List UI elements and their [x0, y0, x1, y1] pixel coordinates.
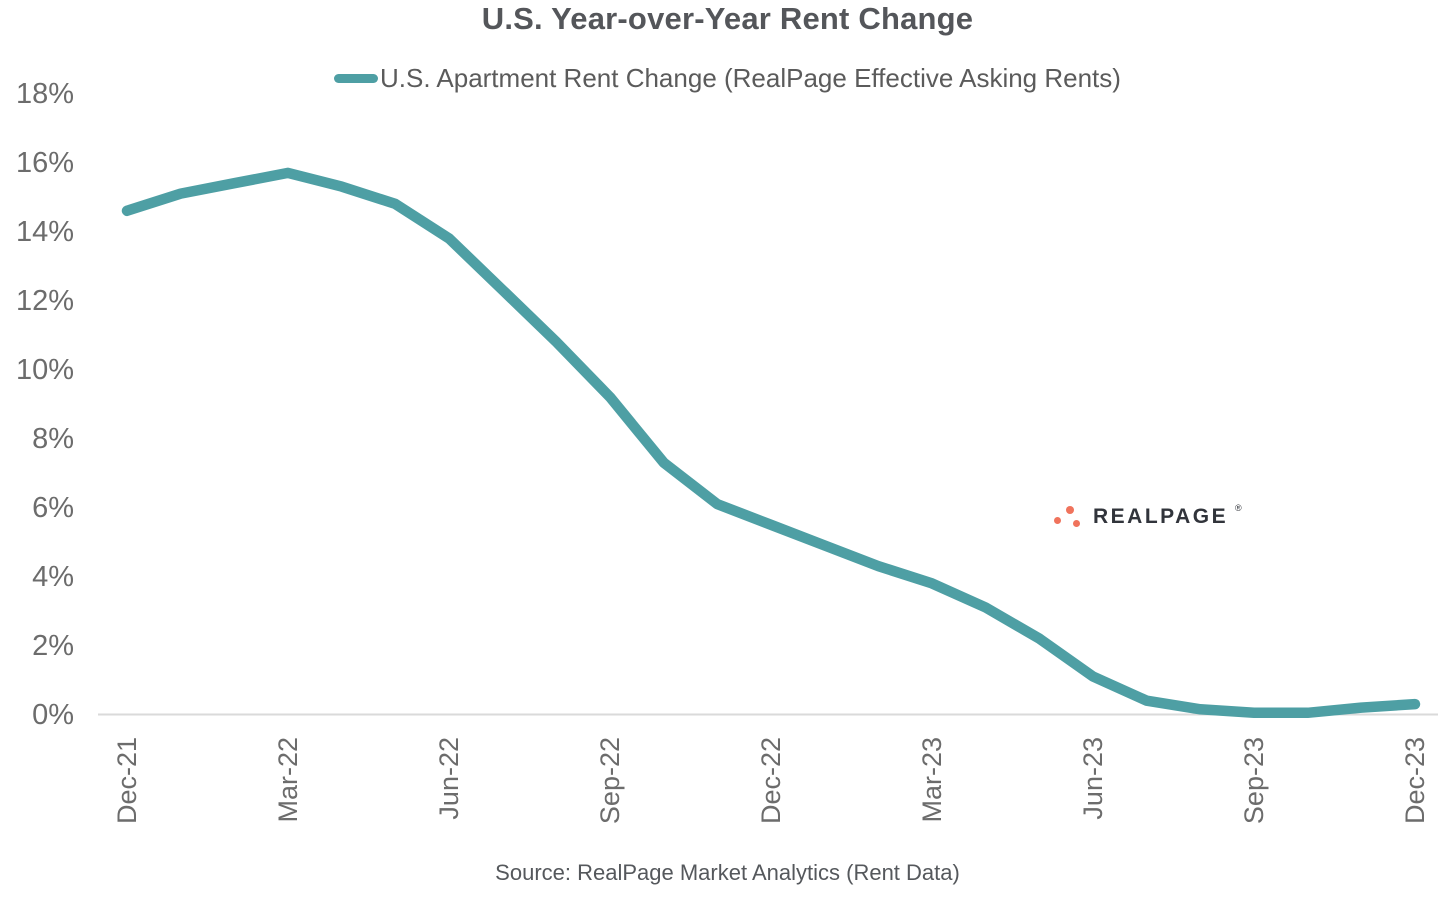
- y-tick-label: 14%: [15, 215, 74, 248]
- logo-dot-icon: [1066, 506, 1074, 514]
- x-tick-label: Mar-22: [273, 737, 303, 823]
- legend: U.S. Apartment Rent Change (RealPage Eff…: [0, 60, 1455, 96]
- x-tick-label: Dec-23: [1400, 737, 1430, 825]
- y-tick-label: 0%: [32, 698, 74, 731]
- legend-label: U.S. Apartment Rent Change (RealPage Eff…: [380, 63, 1121, 93]
- x-tick-label: Sep-22: [595, 737, 625, 825]
- logo-dot-icon: [1054, 517, 1061, 524]
- y-tick-label: 16%: [15, 146, 74, 179]
- y-tick-label: 6%: [32, 491, 74, 524]
- chart-title: U.S. Year-over-Year Rent Change: [481, 1, 974, 36]
- x-tick-label: Sep-23: [1239, 737, 1269, 825]
- legend-line-swatch: [334, 73, 379, 83]
- logo-dot-icon: [1073, 520, 1080, 527]
- y-tick-label: 18%: [15, 77, 74, 110]
- x-tick-label: Mar-23: [917, 737, 947, 823]
- y-tick-label: 12%: [15, 284, 74, 317]
- y-tick-label: 8%: [32, 422, 74, 455]
- x-tick-label: Dec-21: [112, 737, 142, 825]
- realpage-logo: REALPAGE ®: [1052, 496, 1252, 536]
- x-tick-label: Jun-22: [434, 737, 464, 820]
- y-tick-label: 4%: [32, 560, 74, 593]
- logo-wordmark: REALPAGE: [1093, 505, 1229, 528]
- y-tick-label: 10%: [15, 353, 74, 386]
- source-note: Source: RealPage Market Analytics (Rent …: [495, 860, 960, 885]
- rent-change-line: [121, 167, 1421, 719]
- registered-mark-icon: ®: [1235, 503, 1242, 513]
- x-tick-label: Jun-23: [1078, 737, 1108, 820]
- y-tick-label: 2%: [32, 629, 74, 662]
- x-tick-label: Dec-22: [756, 737, 786, 825]
